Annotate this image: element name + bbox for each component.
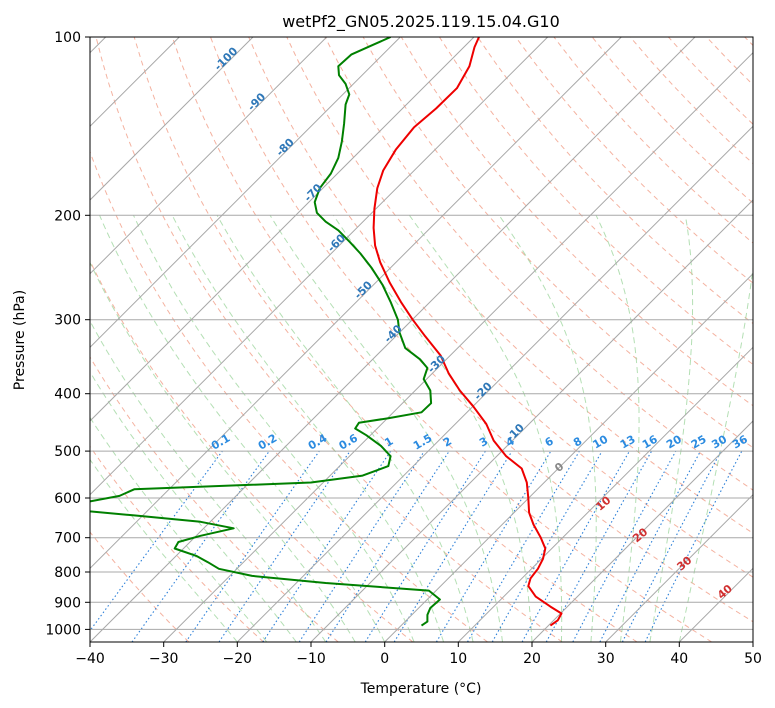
moist-adiabat xyxy=(90,320,327,642)
moist-adiabat xyxy=(332,215,533,642)
dry-adiabat xyxy=(133,37,638,642)
x-tick-label: 30 xyxy=(597,651,615,667)
dry-adiabat xyxy=(248,37,753,578)
dry-adiabat xyxy=(90,531,190,642)
isotherm-line xyxy=(90,37,622,570)
temperature-line xyxy=(372,37,563,627)
x-tick-label: −10 xyxy=(296,651,326,667)
x-axis-title: Temperature (°C) xyxy=(360,681,482,697)
y-tick-label: 400 xyxy=(54,387,81,403)
isotherm-line xyxy=(163,51,753,642)
isotherm-line xyxy=(90,37,328,275)
dry-adiabat xyxy=(515,37,753,284)
dry-adiabat xyxy=(171,37,712,642)
y-tick-label: 800 xyxy=(54,565,81,581)
mixing-ratio-line xyxy=(90,450,223,632)
isotherm-line xyxy=(236,125,753,642)
plot-frame xyxy=(89,36,754,643)
isotherm-line xyxy=(90,37,549,496)
isotherm-line xyxy=(90,37,401,349)
moist-adiabat xyxy=(90,370,297,642)
mixing-ratio-line xyxy=(218,450,351,642)
isotherm-line xyxy=(90,37,475,422)
isotherm-line xyxy=(310,199,753,642)
y-tick-label: 600 xyxy=(54,491,81,507)
chart-title: wetPf2_GN05.2025.119.15.04.G10 xyxy=(282,12,560,32)
y-tick-label: 900 xyxy=(54,595,81,611)
moist-adiabat xyxy=(99,215,386,642)
moist-adiabat xyxy=(408,215,563,642)
moist-adiabat xyxy=(90,261,356,642)
dry-adiabat xyxy=(90,445,264,642)
y-tick-label: 100 xyxy=(54,30,81,46)
moist-adiabat xyxy=(216,215,474,642)
isotherm-line xyxy=(384,272,753,642)
y-tick-label: 300 xyxy=(54,313,81,329)
x-tick-label: 40 xyxy=(670,651,688,667)
y-axis: 100 200 300 400 500 600 700 800 900 1000 xyxy=(45,30,90,638)
isotherm-line xyxy=(90,37,696,642)
moist-adiabat xyxy=(595,215,640,642)
dry-adiabat xyxy=(95,37,563,642)
x-tick-label: −20 xyxy=(223,651,253,667)
isotherm-line xyxy=(457,346,753,642)
mixing-ratio-line xyxy=(572,450,677,642)
mixing-ratio-line xyxy=(325,450,450,642)
y-axis-title: Pressure (hPa) xyxy=(12,290,28,390)
mixing-ratio-line xyxy=(298,450,425,642)
y-tick-label: 1000 xyxy=(45,622,81,638)
moist-adiabat xyxy=(171,215,445,642)
dry-adiabat xyxy=(438,37,753,366)
moist-adiabat xyxy=(90,458,238,642)
grid-lines xyxy=(90,37,753,642)
dry-adiabat xyxy=(400,37,753,407)
x-tick-label: 20 xyxy=(523,651,541,667)
y-tick-label: 200 xyxy=(54,208,81,224)
mixing-ratio-line xyxy=(521,450,630,642)
x-tick-label: 0 xyxy=(380,651,389,667)
x-axis: −40 −30 −20 −10 0 10 20 30 40 50 xyxy=(75,642,762,667)
mixing-ratio-line xyxy=(393,450,513,642)
moist-adiabat xyxy=(649,215,694,642)
isotherm-line xyxy=(531,420,753,642)
x-tick-label: −40 xyxy=(75,651,105,667)
moist-adiabat xyxy=(90,416,268,642)
mixing-ratio-line xyxy=(131,450,270,642)
moist-adiabat xyxy=(678,264,753,642)
x-tick-label: 10 xyxy=(449,651,467,667)
dewpoint-line xyxy=(90,37,441,627)
mixing-ratio-line xyxy=(262,450,392,642)
x-tick-label: −30 xyxy=(149,651,179,667)
y-tick-label: 500 xyxy=(54,444,81,460)
moist-adiabat xyxy=(269,215,503,642)
background-lines xyxy=(90,37,753,642)
dry-adiabat xyxy=(210,37,753,623)
x-tick-label: 50 xyxy=(744,651,762,667)
mixing-ratio-line xyxy=(644,450,743,642)
isotherm-line xyxy=(90,37,254,201)
moist-adiabat xyxy=(133,215,415,642)
isotherm-line xyxy=(605,493,753,642)
mixing-ratio-line xyxy=(545,450,653,642)
series-lines xyxy=(90,37,563,627)
dry-adiabat xyxy=(90,150,488,642)
y-tick-label: 700 xyxy=(54,531,81,547)
mixing-ratio-line xyxy=(185,450,320,642)
